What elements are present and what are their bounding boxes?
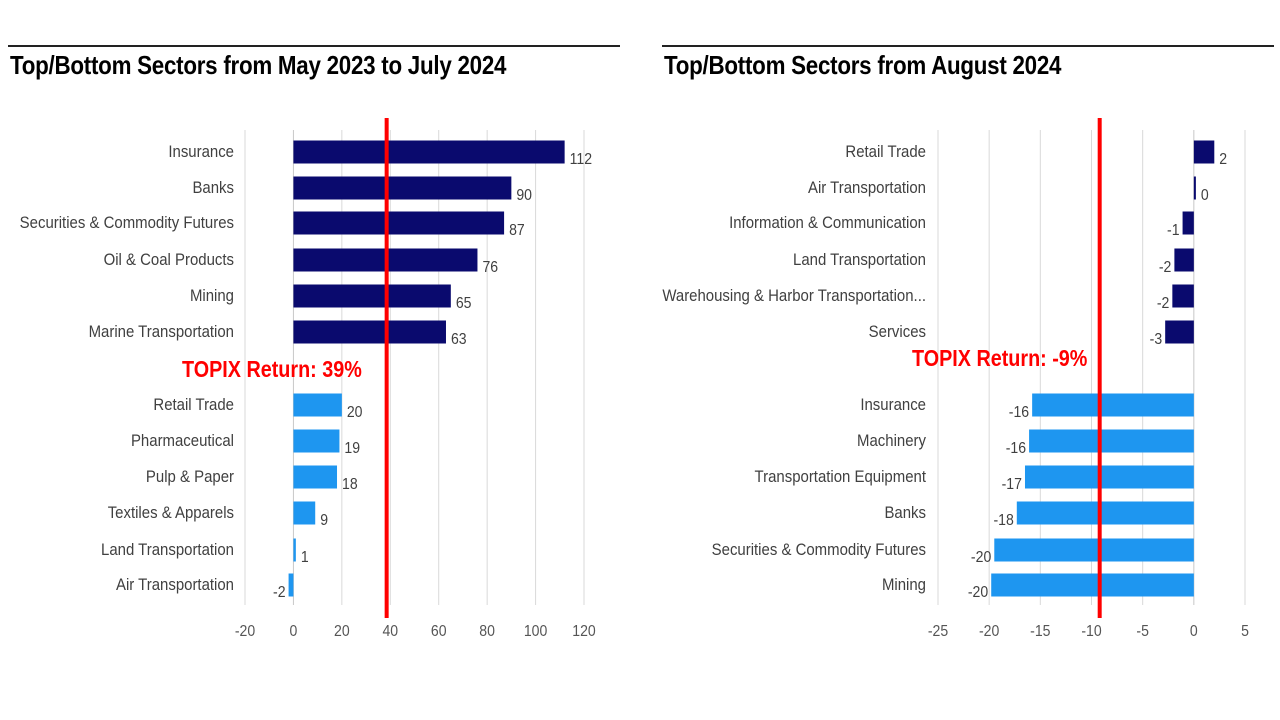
data-label: 65 [456,294,472,312]
category-label: Warehousing & Harbor Transportation... [662,287,926,305]
bar [1182,211,1194,235]
data-label: -1 [1167,221,1180,239]
bar [1174,248,1194,272]
bar [293,393,342,417]
data-label: -2 [273,583,286,601]
x-tick-label: -5 [1136,622,1149,640]
bar [1024,465,1194,489]
x-tick-label: -25 [928,622,948,640]
category-label: Services [869,323,926,341]
category-label: Insurance [168,143,234,161]
data-label: 20 [347,403,363,421]
chart-title-left: Top/Bottom Sectors from May 2023 to July… [10,50,507,80]
bar [293,140,565,164]
bar [1029,429,1194,453]
chart-title-right: Top/Bottom Sectors from August 2024 [664,50,1062,80]
bar [1172,284,1194,308]
category-label: Mining [190,287,234,305]
chart-panel-left: Top/Bottom Sectors from May 2023 to July… [8,45,620,640]
bar [1016,501,1194,525]
bar [1193,176,1196,200]
x-tick-label: -15 [1030,622,1050,640]
data-label: 90 [516,186,532,204]
category-label: Air Transportation [116,576,234,594]
category-label: Retail Trade [845,143,926,161]
category-label: Air Transportation [808,179,926,197]
category-label: Land Transportation [793,251,926,269]
category-label: Machinery [857,432,926,450]
category-label: Pharmaceutical [131,432,234,450]
bar [293,320,446,344]
bar [1193,140,1215,164]
category-label: Textiles & Apparels [108,504,234,522]
category-label: Insurance [860,396,926,414]
topix-return-label: TOPIX Return: -9% [912,346,1087,372]
bar [1165,320,1194,344]
x-tick-label: 5 [1241,622,1249,640]
x-tick-label: -20 [979,622,999,640]
data-label: 87 [509,221,525,239]
x-tick-label: 100 [524,622,547,640]
bar [994,538,1194,562]
category-label: Land Transportation [101,541,234,559]
category-label: Securities & Commodity Futures [712,541,926,559]
data-label: -2 [1159,258,1172,276]
category-label: Securities & Commodity Futures [20,214,234,232]
x-tick-label: -10 [1081,622,1101,640]
x-tick-label: 0 [290,622,298,640]
x-tick-label: -20 [235,622,255,640]
category-label: Retail Trade [153,396,234,414]
title-rule-left [8,45,620,47]
bar [991,573,1194,597]
x-tick-label: 80 [479,622,495,640]
data-label: 2 [1219,150,1227,168]
data-label: -18 [993,511,1013,529]
data-label: -17 [1002,475,1022,493]
x-tick-label: 120 [572,622,595,640]
bar [293,176,512,200]
topix-return-label: TOPIX Return: 39% [182,357,362,383]
bar [293,465,338,489]
title-rule-right [662,45,1274,47]
x-tick-label: 60 [431,622,447,640]
category-label: Pulp & Paper [146,468,235,486]
data-label: -2 [1157,294,1170,312]
bar [1032,393,1194,417]
bar [293,284,451,308]
data-label: -16 [1006,439,1026,457]
category-label: Marine Transportation [89,323,234,341]
data-label: -20 [968,583,988,601]
data-label: 63 [451,330,467,348]
category-label: Transportation Equipment [755,468,927,486]
x-tick-label: 40 [382,622,398,640]
category-label: Information & Communication [729,214,926,232]
data-label: 112 [570,150,592,168]
data-label: 19 [344,439,360,457]
bar [293,429,340,453]
x-tick-label: 20 [334,622,350,640]
bar [288,573,294,597]
data-label: 0 [1201,186,1209,204]
bar [293,211,505,235]
data-label: 18 [342,475,358,493]
data-label: -16 [1009,403,1029,421]
bar [293,538,296,562]
category-label: Banks [192,179,234,197]
data-label: -20 [971,548,991,566]
category-label: Banks [884,504,926,522]
category-label: Mining [882,576,926,594]
data-label: 1 [301,548,309,566]
data-label: -3 [1150,330,1163,348]
data-label: 76 [482,258,498,276]
bar [293,501,316,525]
data-label: 9 [320,511,328,529]
category-label: Oil & Coal Products [104,251,234,269]
x-tick-label: 0 [1190,622,1198,640]
chart-panel-right: Top/Bottom Sectors from August 2024 -25-… [640,0,1280,720]
